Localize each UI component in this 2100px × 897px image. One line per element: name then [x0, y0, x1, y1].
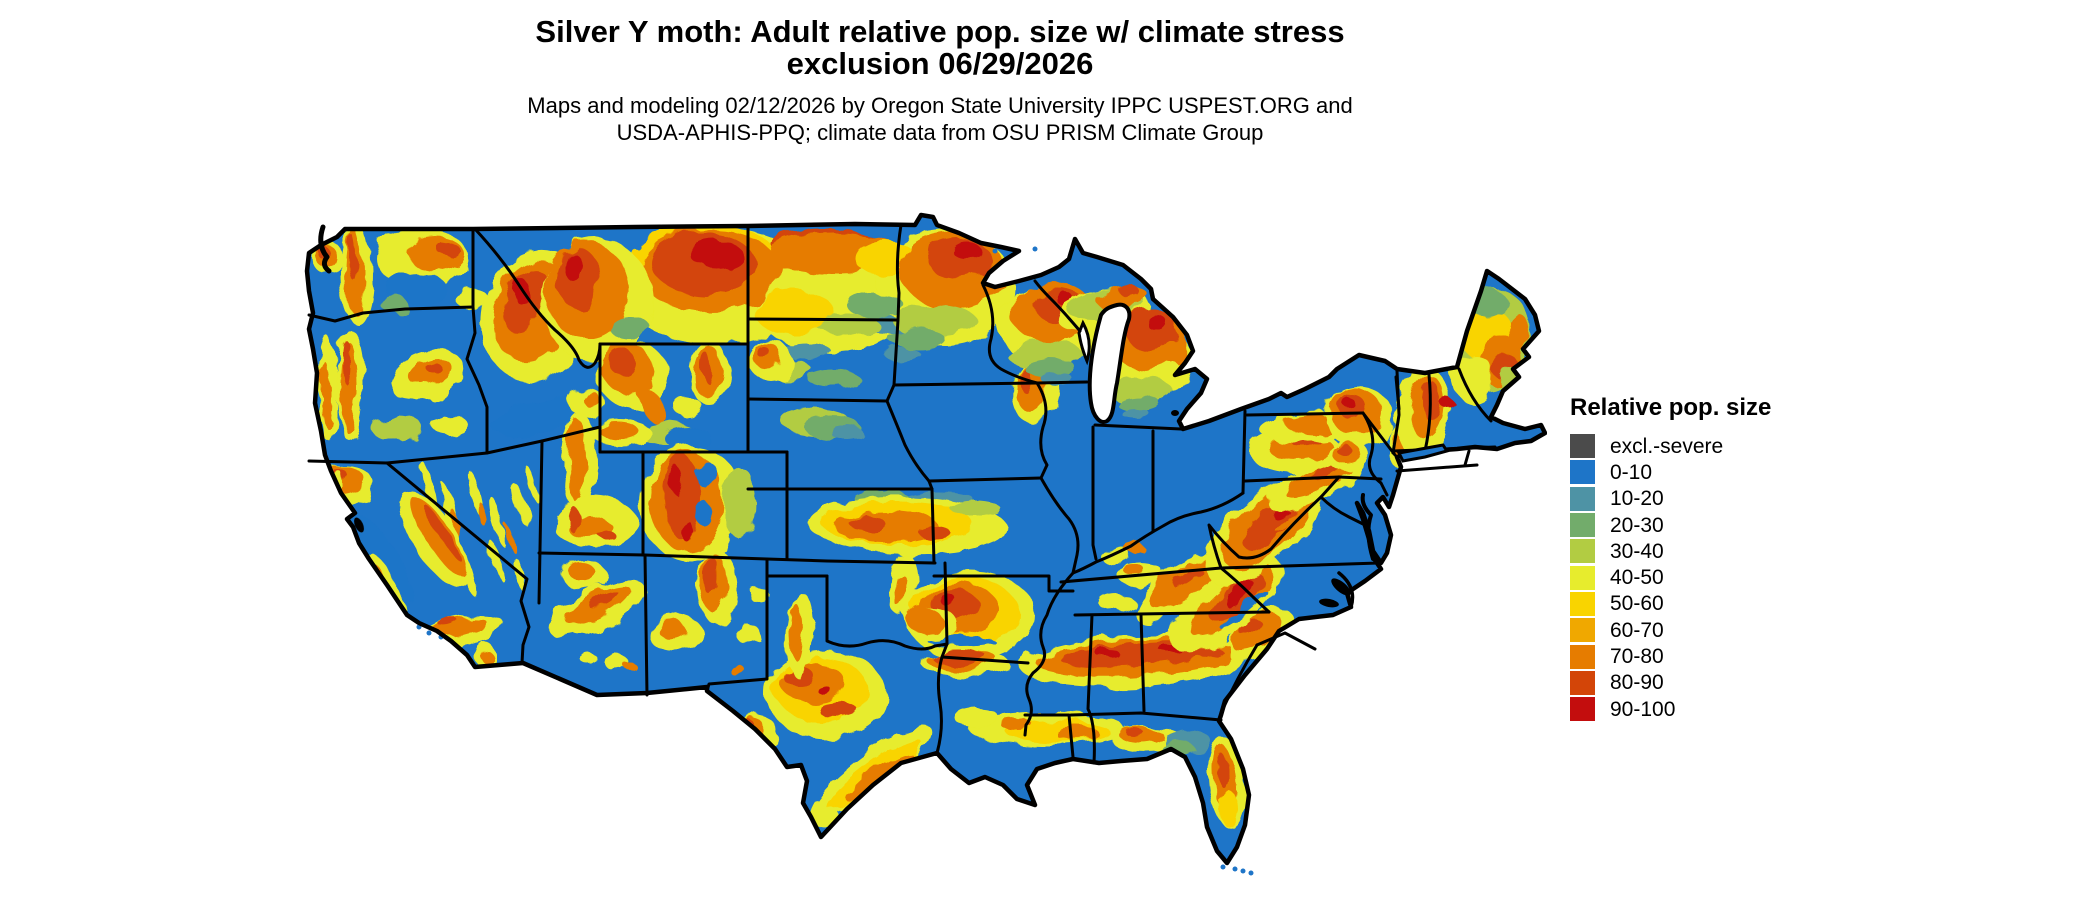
legend-title: Relative pop. size: [1570, 394, 1772, 421]
legend-swatch: [1570, 670, 1595, 695]
legend-label: 0-10: [1610, 460, 1653, 484]
legend-item: 20-30: [1570, 512, 1790, 538]
terrain-raster: [312, 223, 1532, 829]
legend-label: 80-90: [1610, 671, 1664, 695]
legend-swatch: [1570, 697, 1595, 722]
legend-swatch: [1570, 460, 1595, 485]
green-bay: [1077, 319, 1091, 366]
legend-label: 40-50: [1610, 566, 1664, 590]
legend-swatch: [1570, 434, 1595, 459]
page-title: Silver Y moth: Adult relative pop. size …: [0, 16, 1880, 80]
legend-item: 90-100: [1570, 696, 1790, 722]
legend-swatch: [1570, 539, 1595, 564]
legend-item: 40-50: [1570, 564, 1790, 590]
legend-swatch: [1570, 591, 1595, 616]
legend: Relative pop. size excl.-severe 0-10 10-…: [1570, 394, 1790, 722]
legend-label: 60-70: [1610, 618, 1664, 642]
page-subtitle-line2: USDA-APHIS-PPQ; climate data from OSU PR…: [616, 120, 1264, 145]
us-map-svg: [235, 163, 1547, 876]
legend-label: 50-60: [1610, 592, 1664, 616]
page-title-line1: Silver Y moth: Adult relative pop. size …: [535, 14, 1345, 49]
page-subtitle-line1: Maps and modeling 02/12/2026 by Oregon S…: [527, 93, 1353, 118]
legend-item: 80-90: [1570, 670, 1790, 696]
map-header: Silver Y moth: Adult relative pop. size …: [0, 16, 1880, 146]
lake-st-clair: [1171, 410, 1179, 416]
legend-item: 60-70: [1570, 617, 1790, 643]
legend-swatch: [1570, 618, 1595, 643]
legend-label: 90-100: [1610, 697, 1676, 721]
san-francisco-bay: [354, 517, 364, 533]
us-map: [235, 163, 1547, 892]
legend-label: 70-80: [1610, 645, 1664, 669]
legend-label: 30-40: [1610, 539, 1664, 563]
legend-label: 10-20: [1610, 487, 1664, 511]
great-lakes: [318, 224, 1401, 876]
legend-label: excl.-severe: [1610, 434, 1724, 458]
legend-swatch: [1570, 486, 1595, 511]
legend-item: 10-20: [1570, 486, 1790, 512]
long-island: [1396, 443, 1450, 463]
legend-item: 50-60: [1570, 591, 1790, 617]
page-subtitle: Maps and modeling 02/12/2026 by Oregon S…: [0, 92, 1880, 146]
page-title-line2: exclusion 06/29/2026: [786, 46, 1094, 81]
legend-item: 30-40: [1570, 538, 1790, 564]
albemarle-sound: [1319, 598, 1339, 608]
legend-label: 20-30: [1610, 513, 1664, 537]
legend-swatch: [1570, 644, 1595, 669]
legend-item: 70-80: [1570, 643, 1790, 669]
florida-keys: [1220, 864, 1254, 876]
legend-swatch: [1570, 513, 1595, 538]
legend-item: 0-10: [1570, 459, 1790, 485]
legend-swatch: [1570, 565, 1595, 590]
legend-item: excl.-severe: [1570, 433, 1790, 459]
puget-sound: [318, 224, 332, 274]
lake-michigan: [1087, 302, 1132, 424]
